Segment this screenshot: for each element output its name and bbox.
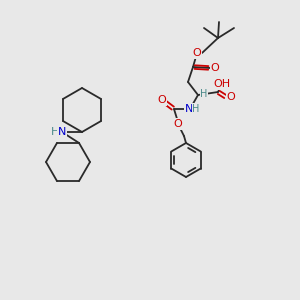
Text: N: N (58, 127, 66, 137)
Text: N: N (185, 104, 193, 114)
Text: O: O (174, 119, 182, 129)
Text: O: O (211, 63, 219, 73)
Text: OH: OH (213, 79, 231, 89)
Text: H: H (200, 89, 208, 99)
Text: H: H (192, 104, 200, 114)
Text: O: O (226, 92, 236, 102)
Text: O: O (193, 48, 201, 58)
Text: O: O (158, 95, 166, 105)
Text: H: H (51, 127, 59, 137)
